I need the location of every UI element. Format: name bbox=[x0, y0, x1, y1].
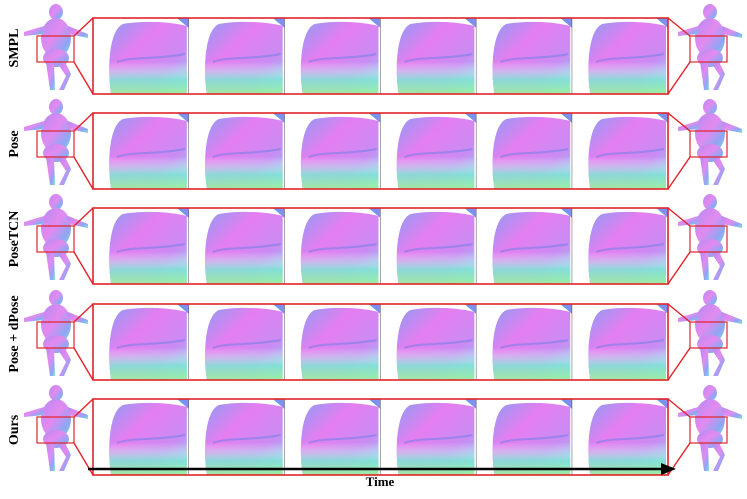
time-frame-crop bbox=[572, 18, 669, 95]
highlight-box-end bbox=[689, 130, 728, 158]
row-label-posetcn: PoseTCN bbox=[7, 210, 22, 268]
time-frame-crop bbox=[93, 18, 190, 95]
zoom-strip-border bbox=[92, 112, 669, 190]
time-axis-label: Time bbox=[365, 474, 395, 489]
time-frame-crop bbox=[476, 304, 573, 380]
time-frame-crop bbox=[284, 399, 381, 475]
figure-row-ours bbox=[24, 385, 742, 476]
body-render-end-icon bbox=[678, 99, 742, 185]
time-frame-crop bbox=[93, 208, 190, 284]
highlight-box-end bbox=[689, 225, 728, 253]
body-render-start-icon bbox=[24, 4, 88, 90]
time-frame-crop bbox=[572, 113, 669, 189]
zoom-strip-border bbox=[92, 398, 669, 476]
zoom-strip-border bbox=[92, 303, 669, 381]
time-frame-crop bbox=[380, 18, 477, 95]
highlight-box-end bbox=[689, 35, 728, 63]
time-frame-crop bbox=[380, 399, 477, 475]
time-frame-crop bbox=[93, 304, 190, 380]
time-frame-crop bbox=[284, 304, 381, 380]
zoom-strip-border bbox=[92, 17, 669, 95]
time-frame-crop bbox=[188, 18, 286, 95]
row-label-pose-dpose: Pose + dPose bbox=[7, 295, 22, 373]
body-render-end-icon bbox=[678, 4, 742, 90]
figure-row-smpl bbox=[24, 4, 742, 95]
time-frame-crop bbox=[284, 18, 381, 95]
body-render-end-icon bbox=[678, 385, 742, 471]
highlight-box-start bbox=[36, 321, 75, 349]
zoom-strip-border bbox=[92, 207, 669, 285]
figure-row-pose-dpose bbox=[24, 290, 742, 381]
time-frame-crop bbox=[93, 113, 190, 189]
time-frame-crop bbox=[380, 208, 477, 284]
time-frame-crop bbox=[188, 304, 286, 380]
body-render-end-icon bbox=[678, 290, 742, 376]
time-frame-crop bbox=[572, 399, 669, 475]
body-render-end-icon bbox=[678, 194, 742, 280]
time-frame-crop bbox=[476, 113, 573, 189]
row-label-ours: Ours bbox=[7, 414, 22, 446]
figure-row-pose bbox=[24, 99, 742, 190]
time-frame-crop bbox=[380, 113, 477, 189]
time-frame-crop bbox=[93, 399, 190, 475]
body-render-start-icon bbox=[24, 99, 88, 185]
time-frame-crop bbox=[572, 304, 669, 380]
figure-row-posetcn bbox=[24, 194, 742, 285]
time-frame-crop bbox=[476, 208, 573, 284]
time-frame-crop bbox=[476, 18, 573, 95]
highlight-box-start bbox=[36, 35, 75, 63]
time-frame-crop bbox=[188, 399, 286, 475]
highlight-box-end bbox=[689, 321, 728, 349]
highlight-box-start bbox=[36, 416, 75, 444]
time-frame-crop bbox=[284, 208, 381, 284]
time-axis-arrow bbox=[88, 463, 676, 475]
time-frame-crop bbox=[380, 304, 477, 380]
highlight-box-end bbox=[689, 416, 728, 444]
body-render-start-icon bbox=[24, 194, 88, 280]
time-frame-crop bbox=[188, 113, 286, 189]
time-frame-crop bbox=[188, 208, 286, 284]
time-frame-crop bbox=[476, 399, 573, 475]
row-label-smpl: SMPL bbox=[7, 28, 22, 68]
highlight-box-start bbox=[36, 225, 75, 253]
time-frame-crop bbox=[284, 113, 381, 189]
body-render-start-icon bbox=[24, 385, 88, 471]
row-label-pose: Pose bbox=[7, 130, 22, 158]
body-render-start-icon bbox=[24, 290, 88, 376]
highlight-box-start bbox=[36, 130, 75, 158]
time-frame-crop bbox=[572, 208, 669, 284]
